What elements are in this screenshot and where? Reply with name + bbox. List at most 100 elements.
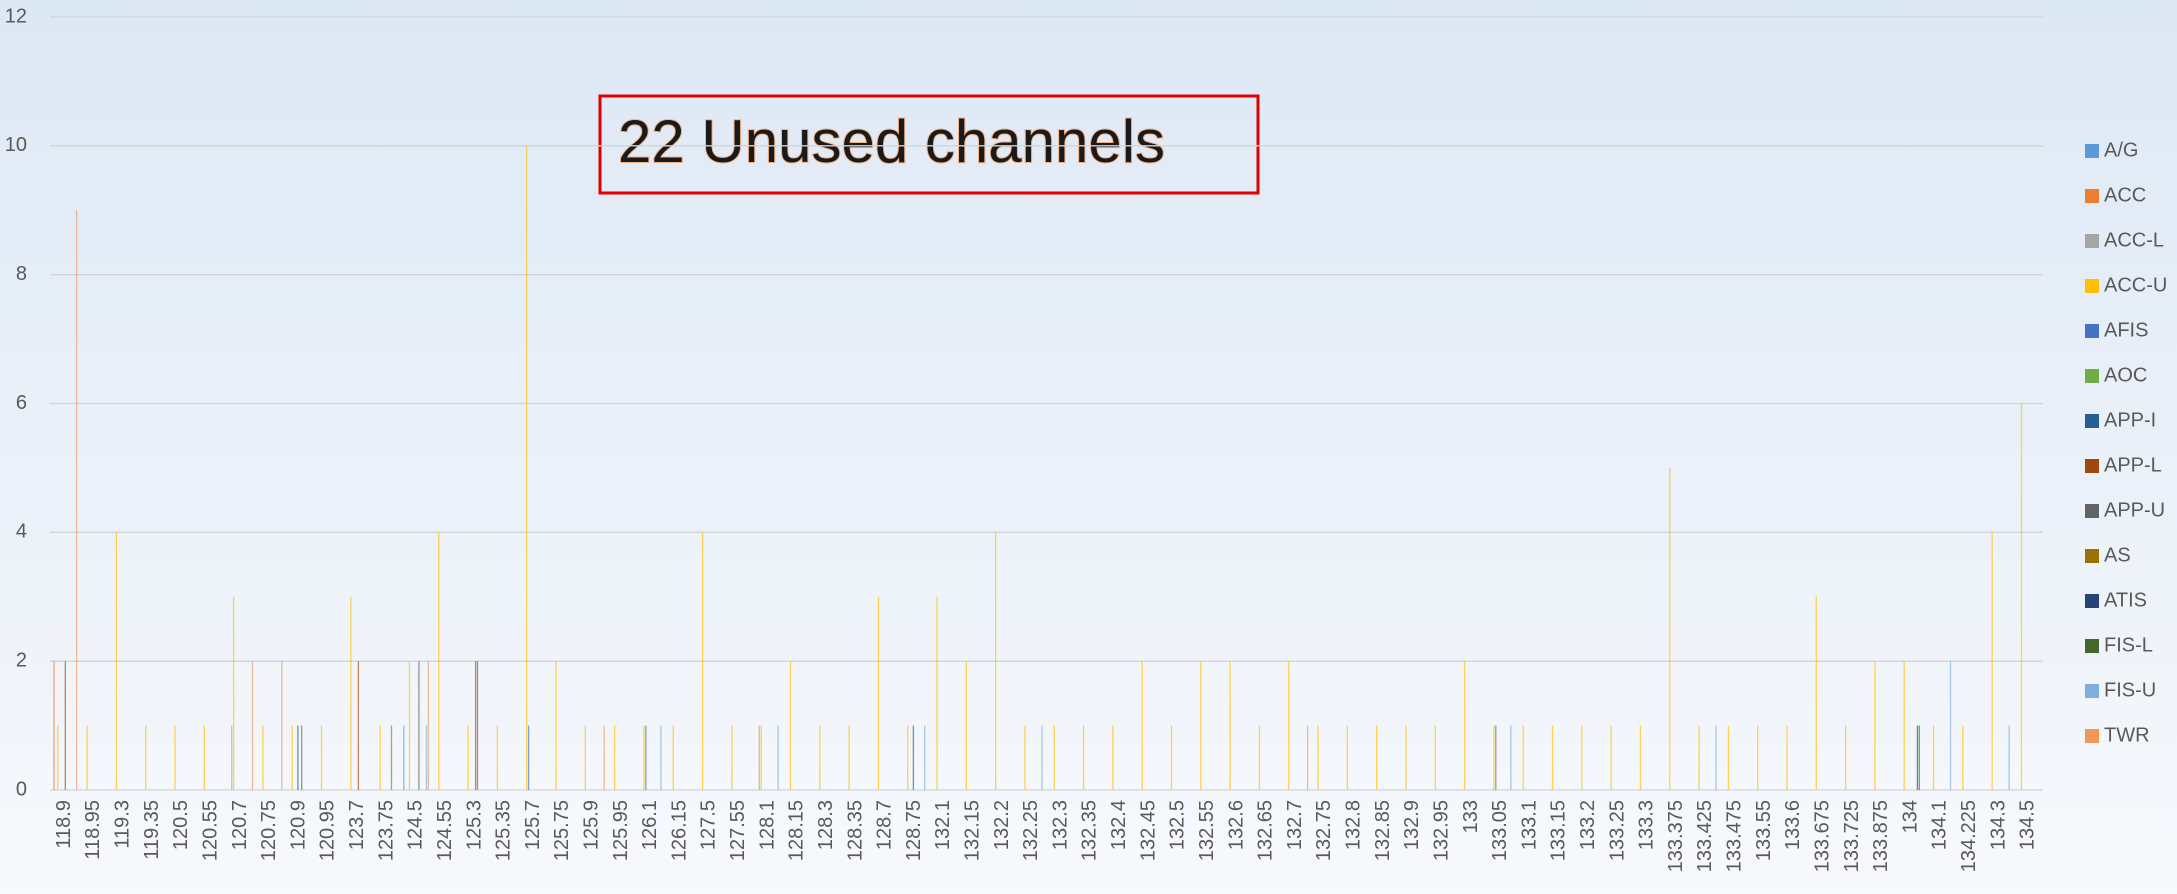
legend-label: ACC <box>2104 184 2146 206</box>
x-tick-label: 120.5 <box>170 800 192 850</box>
bar <box>760 725 762 790</box>
bar <box>995 532 997 790</box>
x-tick-label: 132.6 <box>1225 800 1247 850</box>
bar <box>2008 725 2010 790</box>
bar <box>731 725 733 790</box>
legend-label: AS <box>2104 544 2131 566</box>
legend-swatch <box>2085 234 2099 248</box>
x-tick-label: 134.225 <box>1958 800 1980 872</box>
legend-label: APP-I <box>2104 409 2156 431</box>
x-tick-label: 120.55 <box>199 800 221 861</box>
legend-swatch <box>2085 144 2099 158</box>
bar <box>1346 725 1349 790</box>
bar <box>789 661 792 790</box>
bar <box>1024 725 1026 790</box>
bar <box>403 725 405 790</box>
bar <box>86 725 88 790</box>
bar <box>603 725 605 790</box>
bar <box>291 725 293 790</box>
x-tick-label: 133.3 <box>1636 800 1658 850</box>
x-tick-label: 132.5 <box>1167 800 1189 850</box>
bar <box>1434 725 1436 790</box>
legend-swatch <box>2085 279 2099 293</box>
legend-swatch <box>2085 639 2099 653</box>
x-tick-label: 133.25 <box>1606 800 1628 861</box>
bar <box>496 725 499 790</box>
bar <box>1306 725 1309 790</box>
bar <box>527 725 530 790</box>
x-tick-label: 134.1 <box>1929 800 1951 850</box>
bar <box>1698 725 1700 790</box>
x-tick-label: 125.3 <box>463 800 485 850</box>
legend-label: A/G <box>2104 139 2138 161</box>
bar <box>1727 725 1730 790</box>
bar <box>427 661 429 790</box>
x-tick-label: 132.9 <box>1401 800 1423 850</box>
x-tick-label: 133.55 <box>1753 800 1775 861</box>
bar <box>907 725 909 790</box>
bar <box>1376 725 1378 790</box>
bar <box>584 725 586 790</box>
bar <box>924 725 926 790</box>
bar <box>613 725 616 790</box>
x-tick-label: 123.75 <box>375 800 397 861</box>
bar <box>64 661 66 790</box>
bar <box>115 532 118 790</box>
legend-label: AOC <box>2104 364 2147 386</box>
x-tick-label: 120.75 <box>258 800 280 861</box>
bar <box>1141 661 1143 790</box>
bar <box>1551 725 1554 790</box>
legend-label: FIS-L <box>2104 634 2153 656</box>
y-tick-label: 2 <box>16 649 27 671</box>
bar <box>777 725 779 790</box>
y-tick-label: 10 <box>5 134 27 156</box>
x-tick-label: 124.5 <box>405 800 427 850</box>
bar <box>1581 725 1583 790</box>
x-tick-label: 132.25 <box>1020 800 1042 861</box>
x-tick-label: 133.675 <box>1811 800 1833 872</box>
legend-swatch <box>2085 324 2099 338</box>
x-tick-label: 134.5 <box>2017 800 2039 850</box>
legend-swatch <box>2085 549 2099 563</box>
bar <box>1991 532 1993 790</box>
bar <box>1962 725 1964 790</box>
bar <box>1949 661 1952 790</box>
bar <box>672 725 674 790</box>
bar <box>1229 661 1231 790</box>
bar <box>1053 725 1055 790</box>
bar <box>474 661 477 790</box>
legend-label: ATIS <box>2104 589 2147 611</box>
legend-label: ACC-L <box>2104 229 2164 251</box>
bar <box>418 661 420 790</box>
x-tick-label: 132.7 <box>1284 800 1306 850</box>
legend-swatch <box>2085 504 2099 518</box>
bar <box>379 725 381 790</box>
bar <box>1495 725 1497 790</box>
x-tick-label: 132.65 <box>1255 800 1277 861</box>
bar <box>476 661 479 790</box>
bar <box>1288 661 1290 790</box>
legend-swatch <box>2085 369 2099 383</box>
bar <box>1258 725 1261 790</box>
x-tick-label: 124.55 <box>434 800 456 861</box>
bar <box>320 725 323 790</box>
x-tick-label: 133.875 <box>1870 800 1892 872</box>
bar <box>1510 725 1512 790</box>
x-tick-label: 133.6 <box>1782 800 1804 850</box>
y-tick-label: 12 <box>5 5 27 27</box>
bar <box>467 725 469 790</box>
x-tick-label: 133.1 <box>1518 800 1540 850</box>
bar <box>231 725 233 790</box>
x-tick-label: 133.425 <box>1694 800 1716 872</box>
x-tick-label: 120.9 <box>287 800 309 850</box>
bar <box>145 725 147 790</box>
bar <box>1082 725 1085 790</box>
x-tick-label: 132.2 <box>991 800 1013 850</box>
bar <box>1405 725 1407 790</box>
bar <box>1715 725 1717 790</box>
bar <box>350 596 352 790</box>
bar <box>390 725 393 790</box>
legend-swatch <box>2085 459 2099 473</box>
x-tick-label: 134 <box>1899 800 1921 833</box>
bar <box>1918 725 1920 790</box>
